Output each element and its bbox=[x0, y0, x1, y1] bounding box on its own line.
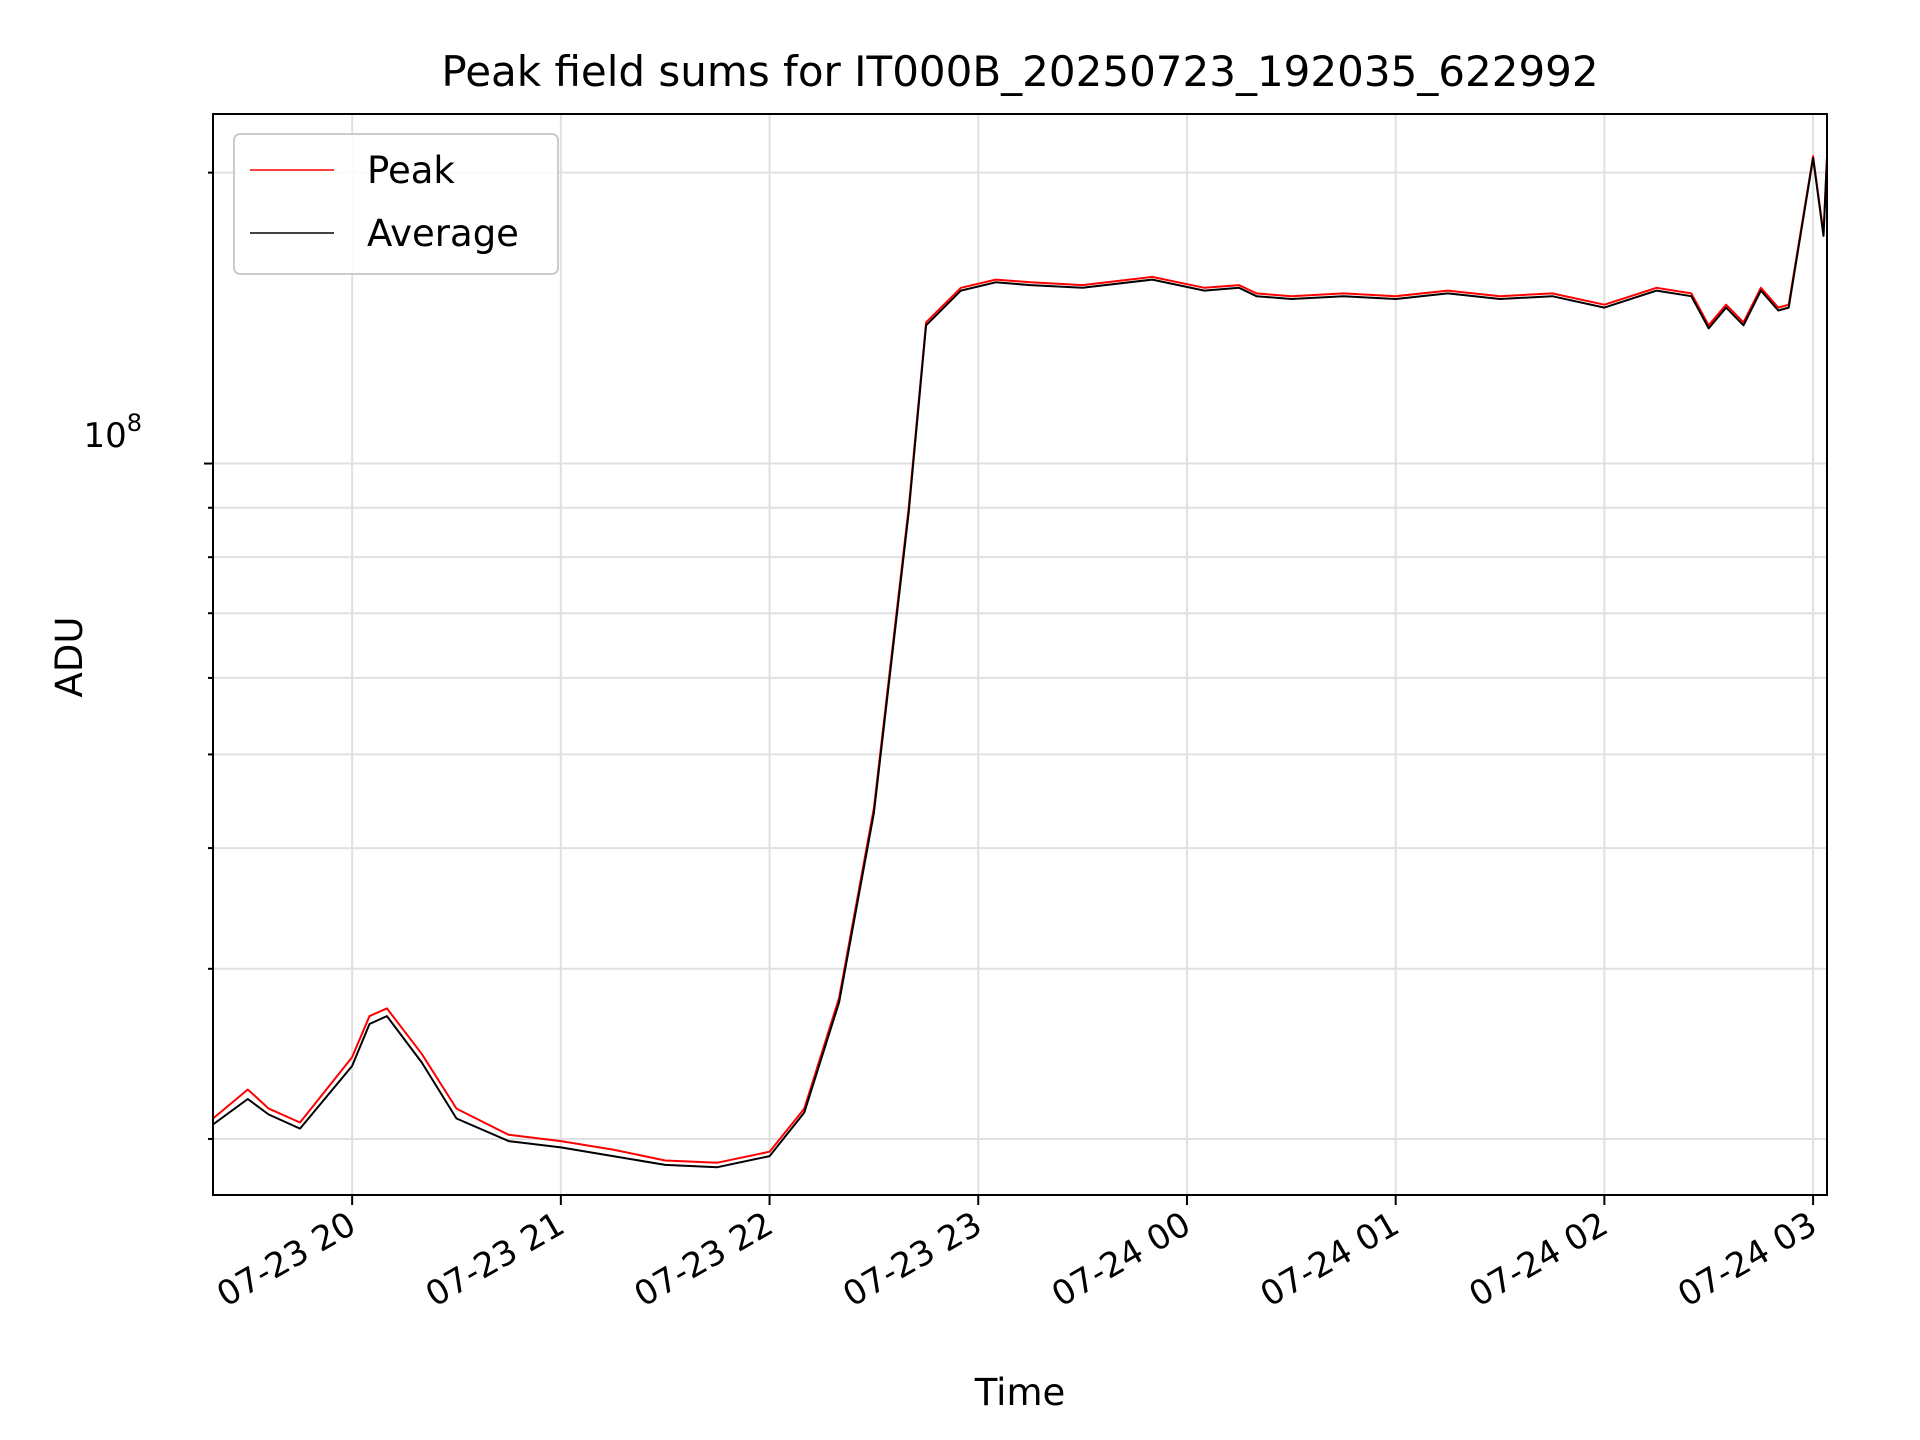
legend-box bbox=[233, 133, 559, 275]
chart-title: Peak field sums for IT000B_20250723_1920… bbox=[441, 47, 1598, 96]
legend: Peak Average bbox=[233, 133, 559, 275]
tick-exponent: 8 bbox=[127, 409, 142, 437]
tick-base: 10 bbox=[83, 416, 126, 456]
x-axis-label: Time bbox=[974, 1371, 1066, 1414]
peak-series-line bbox=[213, 155, 1827, 1164]
y-major-tick-label: 108 bbox=[83, 409, 142, 456]
grid bbox=[213, 114, 1827, 1195]
series-layer bbox=[213, 155, 1827, 1169]
plot-frame bbox=[212, 113, 1828, 1196]
y-axis-label: ADU bbox=[48, 617, 91, 698]
legend-average-label: Average bbox=[367, 212, 519, 255]
average-series-line bbox=[213, 157, 1827, 1169]
svg-text:108: 108 bbox=[83, 409, 142, 456]
legend-peak-label: Peak bbox=[367, 149, 455, 192]
